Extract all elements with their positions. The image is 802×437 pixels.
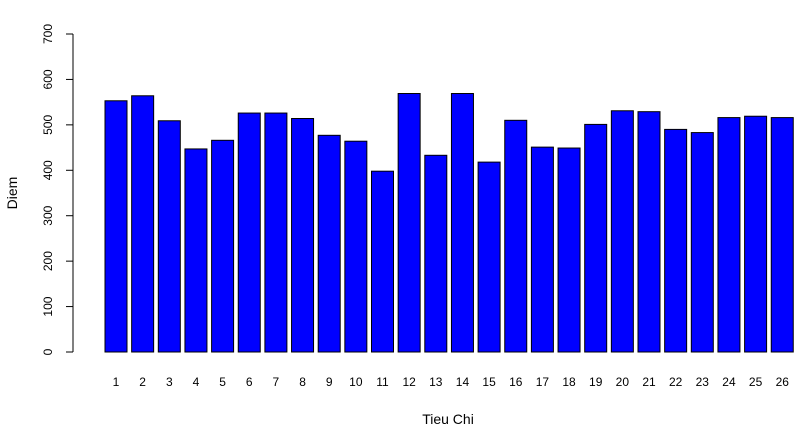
y-tick-label: 500 bbox=[41, 115, 55, 135]
x-tick-label: 17 bbox=[536, 375, 550, 389]
x-tick-label: 26 bbox=[776, 375, 790, 389]
bar bbox=[424, 154, 448, 353]
x-tick-label: 14 bbox=[456, 375, 470, 389]
x-tick-label: 21 bbox=[642, 375, 656, 389]
x-tick-label: 24 bbox=[722, 375, 736, 389]
x-tick-label: 6 bbox=[246, 375, 253, 389]
bar bbox=[211, 139, 235, 353]
x-tick-label: 18 bbox=[562, 375, 576, 389]
x-tick-label: 20 bbox=[616, 375, 630, 389]
x-tick-label: 15 bbox=[482, 375, 496, 389]
bar bbox=[637, 111, 661, 353]
bar bbox=[371, 170, 394, 353]
bar bbox=[744, 115, 768, 353]
bar bbox=[477, 161, 501, 353]
bar bbox=[717, 117, 741, 353]
x-tick-label: 7 bbox=[273, 375, 280, 389]
x-tick-label: 25 bbox=[749, 375, 763, 389]
x-tick-label: 2 bbox=[139, 375, 146, 389]
x-tick-label: 10 bbox=[349, 375, 363, 389]
bar bbox=[690, 132, 714, 353]
y-tick-label: 200 bbox=[41, 251, 55, 271]
x-tick-label: 4 bbox=[193, 375, 200, 389]
y-axis: 0 100 200 300 400 500 600 700 bbox=[41, 24, 74, 355]
bars-group bbox=[104, 93, 794, 353]
x-axis-labels: 1 2 3 4 5 6 7 8 9 10 11 12 13 14 15 16 17 18 19 20 21 22 23 24 2… bbox=[113, 375, 790, 389]
bar bbox=[157, 120, 181, 353]
x-tick-label: 9 bbox=[326, 375, 333, 389]
bar bbox=[317, 134, 341, 353]
x-tick-label: 12 bbox=[402, 375, 416, 389]
bar bbox=[557, 147, 581, 353]
x-tick-label: 22 bbox=[669, 375, 683, 389]
bar bbox=[770, 117, 794, 353]
x-tick-label: 23 bbox=[696, 375, 710, 389]
bar bbox=[530, 146, 554, 353]
x-tick-label: 5 bbox=[219, 375, 226, 389]
bar bbox=[291, 118, 315, 353]
x-axis-title: Tieu Chi bbox=[422, 411, 474, 427]
bar bbox=[237, 112, 261, 353]
y-tick-label: 0 bbox=[41, 348, 55, 355]
y-axis-title: Diem bbox=[4, 177, 20, 210]
bar bbox=[504, 119, 528, 353]
bar bbox=[264, 112, 288, 353]
y-tick-label: 400 bbox=[41, 160, 55, 180]
bar bbox=[664, 128, 688, 353]
bar bbox=[450, 93, 474, 353]
x-tick-label: 13 bbox=[429, 375, 443, 389]
bar bbox=[584, 123, 608, 353]
bar bbox=[610, 110, 634, 353]
bar bbox=[104, 100, 128, 353]
y-tick-label: 300 bbox=[41, 205, 55, 225]
x-tick-label: 3 bbox=[166, 375, 173, 389]
bar bbox=[344, 140, 368, 353]
y-tick-label: 700 bbox=[41, 24, 55, 44]
bar bbox=[131, 95, 155, 353]
y-tick-label: 100 bbox=[41, 296, 55, 316]
x-tick-label: 1 bbox=[113, 375, 120, 389]
x-tick-label: 8 bbox=[299, 375, 306, 389]
bar bbox=[397, 93, 421, 353]
x-tick-label: 11 bbox=[376, 375, 389, 389]
bar bbox=[184, 148, 208, 353]
x-tick-label: 16 bbox=[509, 375, 523, 389]
x-tick-label: 19 bbox=[589, 375, 603, 389]
y-tick-label: 600 bbox=[41, 69, 55, 89]
